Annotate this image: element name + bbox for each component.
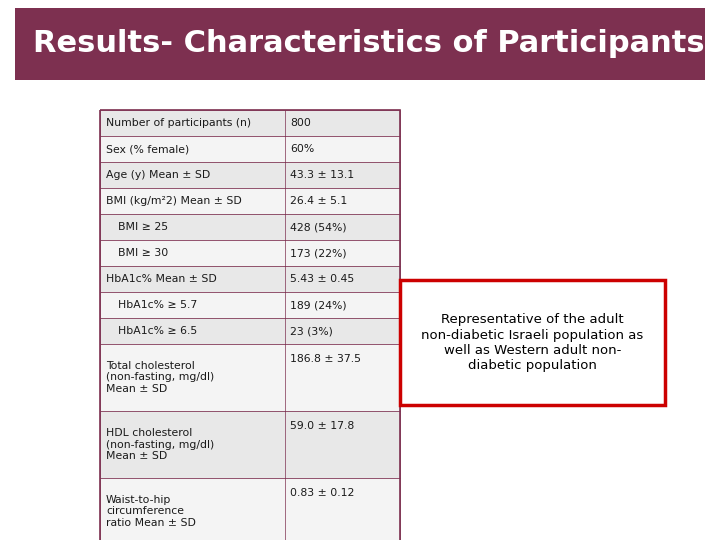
Text: BMI ≥ 25: BMI ≥ 25 xyxy=(118,222,168,232)
Text: HbA1c% ≥ 6.5: HbA1c% ≥ 6.5 xyxy=(118,326,197,336)
FancyBboxPatch shape xyxy=(100,162,400,188)
FancyBboxPatch shape xyxy=(400,280,665,405)
FancyBboxPatch shape xyxy=(15,8,705,80)
FancyBboxPatch shape xyxy=(100,240,400,266)
FancyBboxPatch shape xyxy=(100,411,400,478)
Text: 5.43 ± 0.45: 5.43 ± 0.45 xyxy=(290,274,354,284)
Text: Waist-to-hip
circumference
ratio Mean ± SD: Waist-to-hip circumference ratio Mean ± … xyxy=(106,495,196,528)
Text: 43.3 ± 13.1: 43.3 ± 13.1 xyxy=(290,170,354,180)
Text: Representative of the adult
non-diabetic Israeli population as
well as Western a: Representative of the adult non-diabetic… xyxy=(421,314,644,372)
FancyBboxPatch shape xyxy=(100,344,400,411)
FancyBboxPatch shape xyxy=(100,110,400,136)
FancyBboxPatch shape xyxy=(100,478,400,540)
Text: 26.4 ± 5.1: 26.4 ± 5.1 xyxy=(290,196,347,206)
Text: 189 (24%): 189 (24%) xyxy=(290,300,346,310)
Text: 60%: 60% xyxy=(290,144,314,154)
Text: Number of participants (n): Number of participants (n) xyxy=(106,118,251,128)
FancyBboxPatch shape xyxy=(100,266,400,292)
Text: 428 (54%): 428 (54%) xyxy=(290,222,346,232)
FancyBboxPatch shape xyxy=(100,214,400,240)
FancyBboxPatch shape xyxy=(100,188,400,214)
Text: BMI ≥ 30: BMI ≥ 30 xyxy=(118,248,168,258)
Text: 59.0 ± 17.8: 59.0 ± 17.8 xyxy=(290,421,354,431)
Text: 173 (22%): 173 (22%) xyxy=(290,248,346,258)
Text: 186.8 ± 37.5: 186.8 ± 37.5 xyxy=(290,354,361,364)
FancyBboxPatch shape xyxy=(100,136,400,162)
Text: 800: 800 xyxy=(290,118,311,128)
Text: Total cholesterol
(non-fasting, mg/dl)
Mean ± SD: Total cholesterol (non-fasting, mg/dl) M… xyxy=(106,361,215,394)
Text: HDL cholesterol
(non-fasting, mg/dl)
Mean ± SD: HDL cholesterol (non-fasting, mg/dl) Mea… xyxy=(106,428,215,461)
FancyBboxPatch shape xyxy=(100,318,400,344)
Text: BMI (kg/m²2) Mean ± SD: BMI (kg/m²2) Mean ± SD xyxy=(106,196,242,206)
Text: HbA1c% ≥ 5.7: HbA1c% ≥ 5.7 xyxy=(118,300,197,310)
Text: Sex (% female): Sex (% female) xyxy=(106,144,189,154)
Text: HbA1c% Mean ± SD: HbA1c% Mean ± SD xyxy=(106,274,217,284)
Text: Age (y) Mean ± SD: Age (y) Mean ± SD xyxy=(106,170,210,180)
Text: 0.83 ± 0.12: 0.83 ± 0.12 xyxy=(290,488,354,498)
Text: 23 (3%): 23 (3%) xyxy=(290,326,333,336)
FancyBboxPatch shape xyxy=(100,292,400,318)
Text: Results- Characteristics of Participants: Results- Characteristics of Participants xyxy=(33,30,705,58)
